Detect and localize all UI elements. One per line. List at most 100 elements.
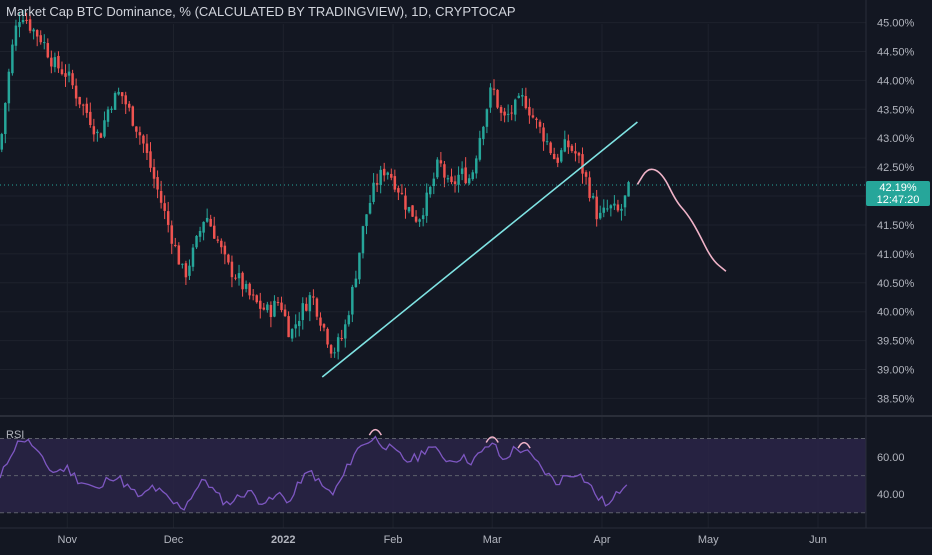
candle-body [156,177,159,190]
rsi-peak-mark [485,436,499,443]
candle-body [227,254,230,263]
candle-body [96,131,99,134]
candle-body [287,316,290,338]
candle-body [567,140,570,148]
candle-body [103,120,106,137]
candle-body [358,252,361,280]
candle-body [181,263,184,265]
candle-body [50,57,53,67]
x-tick-label: Apr [593,534,610,546]
candle-body [460,168,464,174]
candle-body [556,157,559,163]
candle-body [606,208,609,210]
candle-body [627,182,630,197]
candle-body [92,126,96,135]
candle-body [25,19,28,21]
candle-body [138,132,142,136]
candle-body [174,244,177,246]
candle-body [85,103,88,113]
candle-body [230,261,234,278]
candle-body [336,337,340,352]
candle-body [563,139,567,152]
candle-body [496,89,499,108]
candle-body [397,188,400,193]
candle-body [152,167,156,179]
candle-body [149,151,152,168]
candle-body [262,307,266,310]
y-tick-label: 42.50% [877,162,915,174]
candle-body [499,107,503,113]
x-tick-label: Jun [809,534,827,546]
candle-body [322,324,326,328]
candle-body [560,150,563,162]
candle-body [297,320,301,327]
candle-body [393,176,397,190]
candle-body [429,186,432,195]
candle-body [170,225,173,244]
candle-body [177,245,181,265]
candle-body [432,178,436,187]
candle-body [0,134,4,150]
y-tick-label: 45.00% [877,18,915,30]
candle-body [32,29,35,32]
candle-body [57,55,60,69]
candle-body [581,154,584,174]
candle-body [418,219,421,222]
candle-body [531,115,535,118]
candle-body [368,202,372,214]
rsi-label: RSI [6,429,24,441]
candle-body [78,96,81,105]
candle-body [538,121,542,127]
candle-body [64,73,67,77]
candle-body [552,153,556,160]
y-tick-label: 44.50% [877,46,915,58]
candle-body [457,174,460,185]
candle-body [106,109,110,122]
countdown-label: 12:47:20 [876,194,920,206]
rsi-peak-mark [368,428,383,436]
candle-body [259,300,262,309]
candle-body [513,99,517,115]
candle-body [421,215,425,220]
candle-body [110,108,113,110]
candle-body [570,145,574,151]
candle-body [163,203,166,211]
candle-body [234,277,237,279]
candle-body [280,302,283,311]
candle-body [390,173,393,178]
y-tick-label: 43.00% [877,133,915,145]
candle-body [439,160,443,164]
candle-body [347,315,351,325]
trendline [321,121,638,378]
last-price-badge: 42.19% 12:47:20 [866,181,930,206]
candle-body [425,192,428,216]
candle-body [4,102,7,135]
projection-path [636,168,727,272]
y-tick-label: 40.00% [877,307,915,319]
candle-body [333,352,336,354]
candle-body [195,235,198,248]
candle-body [361,226,365,254]
candle-body [340,338,343,340]
x-tick-label: 2022 [271,534,295,546]
candle-body [319,317,322,326]
candle-body [382,168,386,176]
candle-body [379,169,382,186]
candle-body [574,151,577,154]
candle-body [443,164,446,178]
candle-body [120,92,124,97]
y-tick-label: 43.50% [877,104,915,116]
candle-body [128,103,131,108]
candle-body [602,207,606,213]
y-tick-label: 40.50% [877,278,915,290]
candle-body [237,273,241,279]
candle-body [21,20,25,23]
candle-body [39,35,42,43]
y-tick-label: 38.50% [877,393,915,405]
candle-body [283,309,287,317]
candle-body [517,95,521,98]
annotations [0,121,866,378]
candle-body [266,304,269,311]
